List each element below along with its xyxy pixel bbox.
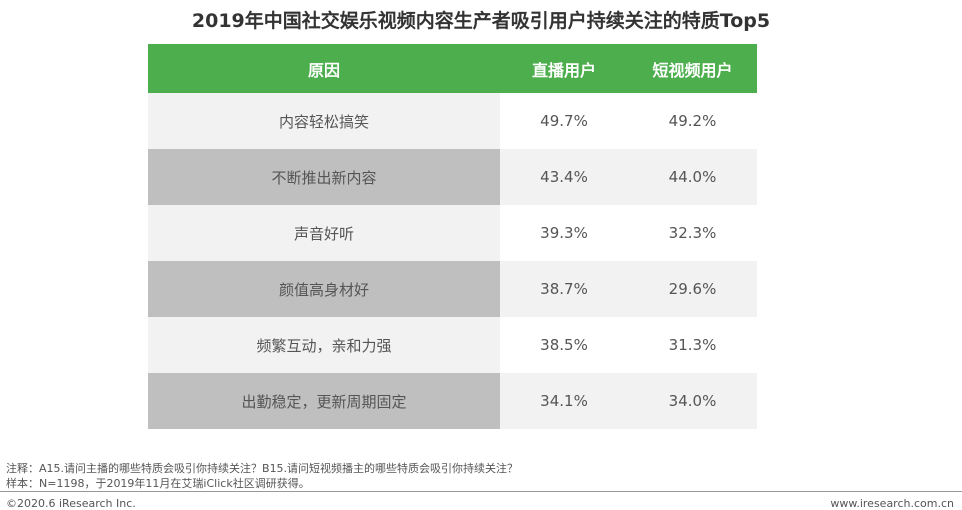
value-cell: 29.6% [628, 261, 757, 317]
header-cell: 短视频用户 [652, 60, 733, 80]
value-cell: 49.7% [500, 93, 628, 149]
reason-cell: 内容轻松搞笑 [148, 93, 500, 149]
table-row: 频繁互动，亲和力强 38.5% 31.3% [148, 317, 757, 373]
reason-cell: 频繁互动，亲和力强 [148, 317, 500, 373]
note: 样本：N=1198，于2019年11月在艾瑞iClick社区调研获得。 [6, 477, 310, 490]
value-cell: 38.7% [500, 261, 628, 317]
value-cell: 44.0% [628, 149, 757, 205]
reason-cell: 出勤稳定，更新周期固定 [148, 373, 500, 429]
divider [0, 491, 962, 492]
table-row: 不断推出新内容 43.4% 44.0% [148, 149, 757, 205]
value-cell: 31.3% [628, 317, 757, 373]
value-cell: 39.3% [500, 205, 628, 261]
value-cell: 34.0% [628, 373, 757, 429]
header-cell: 直播用户 [531, 60, 596, 80]
table-row: 声音好听 39.3% 32.3% [148, 205, 757, 261]
footer-left: ©2020.6 iResearch Inc. [6, 497, 136, 510]
footer-right: www.iresearch.com.cn [830, 497, 954, 510]
reason-cell: 颜值高身材好 [148, 261, 500, 317]
reason-cell: 不断推出新内容 [148, 149, 500, 205]
table-row: 内容轻松搞笑 49.7% 49.2% [148, 93, 757, 149]
table: 原因 直播用户 短视频用户 内容轻松搞笑 49.7% 49.2% 不断推出新内容 43.… [148, 44, 757, 429]
header-row: 原因 直播用户 短视频用户 [148, 44, 757, 93]
title: 2019年中国社交娱乐视频内容生产者吸引用户持续关注的特质Top5 [191, 10, 771, 32]
value-cell: 38.5% [500, 317, 628, 373]
value-cell: 49.2% [628, 93, 757, 149]
header-cell: 原因 [307, 60, 340, 80]
value-cell: 32.3% [628, 205, 757, 261]
note: 注释：A15.请问主播的哪些特质会吸引你持续关注？B15.请问短视频播主的哪些特… [6, 462, 519, 475]
table-row: 出勤稳定，更新周期固定 34.1% 34.0% [148, 373, 757, 429]
reason-cell: 声音好听 [148, 205, 500, 261]
table-row: 颜值高身材好 38.7% 29.6% [148, 261, 757, 317]
value-cell: 34.1% [500, 373, 628, 429]
value-cell: 43.4% [500, 149, 628, 205]
